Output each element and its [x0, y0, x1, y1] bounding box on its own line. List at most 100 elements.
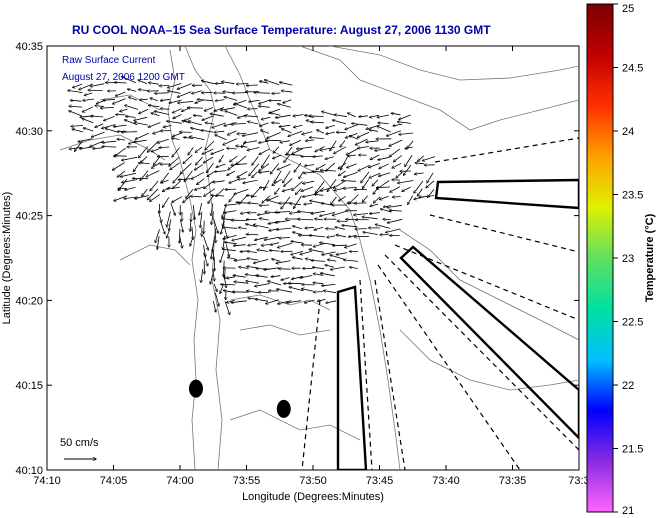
- current-vector: [359, 116, 368, 117]
- current-vector: [90, 116, 104, 117]
- current-vector: [330, 255, 346, 260]
- current-vector: [417, 188, 423, 197]
- current-vector: [82, 106, 94, 112]
- current-vector: [392, 197, 401, 198]
- current-vector: [248, 203, 259, 204]
- current-vector: [238, 179, 246, 180]
- current-vector: [355, 138, 368, 145]
- current-vector: [208, 195, 214, 204]
- current-vector: [138, 90, 148, 91]
- current-vector: [303, 180, 315, 183]
- current-vector: [167, 121, 182, 124]
- current-vector: [138, 80, 148, 85]
- colorbar-tick-label: 23: [622, 253, 634, 265]
- current-vector: [259, 99, 270, 104]
- y-tick-label: 40:10: [15, 465, 43, 477]
- current-vector: [283, 99, 292, 103]
- current-vector: [244, 140, 258, 143]
- current-vector: [284, 154, 291, 162]
- current-vector: [224, 210, 237, 213]
- current-vector: [390, 186, 401, 193]
- current-vector: [246, 195, 257, 196]
- current-vector: [227, 148, 237, 149]
- current-vector: [369, 172, 381, 178]
- current-vector: [213, 218, 219, 234]
- current-vector: [167, 211, 171, 227]
- current-vector: [188, 121, 203, 126]
- current-vector: [311, 210, 326, 214]
- buoy-marker-east: [276, 399, 291, 418]
- current-vector: [224, 228, 228, 238]
- current-vector: [157, 138, 169, 143]
- current-vector: [389, 210, 402, 211]
- current-vector: [302, 131, 313, 135]
- current-vector: [221, 284, 236, 285]
- current-vector: [103, 99, 116, 100]
- current-vector: [387, 204, 402, 207]
- current-vector: [261, 130, 270, 134]
- current-vector: [266, 299, 280, 304]
- current-vector: [229, 179, 238, 183]
- current-vector: [254, 259, 269, 263]
- current-vector: [168, 83, 182, 88]
- current-vector: [246, 281, 260, 284]
- current-vector: [248, 244, 257, 245]
- current-vector: [204, 156, 214, 163]
- current-vector: [220, 250, 225, 263]
- current-vector: [350, 136, 359, 140]
- current-vector: [303, 194, 314, 197]
- current-vector: [212, 300, 216, 312]
- current-vector: [269, 250, 280, 251]
- current-vector: [258, 212, 270, 215]
- current-vector: [149, 105, 160, 106]
- current-vector-field: [68, 77, 436, 315]
- current-vector: [163, 197, 170, 207]
- buoy-marker-west: [188, 379, 203, 398]
- current-vector: [389, 148, 401, 157]
- y-tick-label: 40:15: [15, 380, 43, 392]
- current-vector: [278, 242, 292, 247]
- current-vector: [418, 155, 424, 162]
- current-vector: [170, 202, 175, 215]
- current-vector: [302, 289, 314, 292]
- current-vector: [231, 123, 246, 124]
- current-vector: [268, 195, 279, 201]
- current-vector: [147, 188, 159, 200]
- current-vector: [149, 83, 159, 85]
- current-vector: [255, 299, 269, 302]
- current-vector: [327, 236, 336, 238]
- current-vector: [326, 300, 337, 303]
- current-vector: [375, 224, 391, 229]
- current-vector: [197, 178, 205, 185]
- scale-label: 50 cm/s: [60, 437, 99, 449]
- colorbar-tick-label: 24.5: [622, 63, 643, 75]
- current-vector: [402, 186, 411, 191]
- x-tick-label: 73:55: [233, 475, 261, 487]
- current-vector: [372, 179, 379, 186]
- current-vector: [228, 130, 237, 135]
- current-vector: [153, 156, 160, 165]
- current-vector: [379, 163, 389, 169]
- current-vector: [407, 140, 414, 149]
- current-vector: [201, 81, 215, 85]
- current-vector: [399, 132, 414, 135]
- current-vector: [394, 155, 402, 161]
- current-vector: [340, 156, 348, 170]
- current-vector: [266, 200, 280, 204]
- current-vector: [281, 91, 293, 93]
- current-vector: [102, 146, 117, 147]
- current-vector: [312, 267, 325, 268]
- current-vector: [389, 139, 403, 146]
- current-vector: [243, 179, 258, 183]
- current-vector: [160, 109, 170, 110]
- current-vector: [236, 84, 249, 85]
- current-vector: [157, 210, 162, 222]
- x-tick-label: 74:10: [33, 475, 61, 487]
- current-vector: [325, 156, 334, 159]
- current-vector: [178, 179, 192, 180]
- current-vector: [300, 275, 313, 278]
- current-vector: [259, 148, 270, 155]
- current-vector: [398, 180, 414, 184]
- current-vector: [331, 266, 345, 270]
- current-vector: [134, 116, 148, 120]
